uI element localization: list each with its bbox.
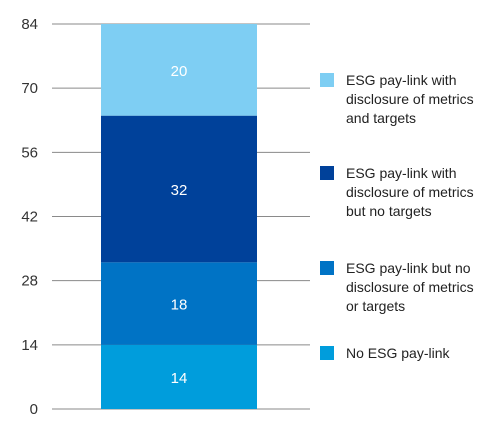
segment-value-labels: 14 18 32 20 xyxy=(171,63,188,387)
legend-swatch xyxy=(320,73,334,87)
legend-item: ESG pay-link with disclosure of metrics … xyxy=(320,71,480,128)
legend-swatch xyxy=(320,261,334,275)
y-tick-label: 70 xyxy=(21,80,38,97)
legend-item: ESG pay-link but no disclosure of metric… xyxy=(320,259,480,316)
segment-value-label: 32 xyxy=(171,182,188,199)
stacked-bar-chart: 0 14 28 42 56 70 84 14 18 32 20 xyxy=(21,16,310,418)
y-tick-label: 0 xyxy=(30,401,38,418)
legend: ESG pay-link with disclosure of metrics … xyxy=(320,0,480,437)
y-tick-label: 28 xyxy=(21,273,38,290)
bar-segments xyxy=(101,24,257,409)
legend-label: ESG pay-link with disclosure of metrics … xyxy=(346,165,474,219)
segment-value-label: 18 xyxy=(171,297,188,314)
bar-segment xyxy=(101,24,257,116)
legend-item: No ESG pay-link xyxy=(320,344,480,363)
y-axis-tick-labels: 0 14 28 42 56 70 84 xyxy=(21,16,38,418)
legend-label: ESG pay-link with disclosure of metrics … xyxy=(346,72,474,126)
bar-segment xyxy=(101,115,257,263)
legend-label: ESG pay-link but no disclosure of metric… xyxy=(346,260,474,314)
segment-value-label: 14 xyxy=(171,370,188,387)
y-tick-label: 56 xyxy=(21,144,38,161)
y-tick-label: 84 xyxy=(21,16,38,33)
legend-item: ESG pay-link with disclosure of metrics … xyxy=(320,164,480,221)
y-tick-label: 14 xyxy=(21,337,38,354)
bar-segment xyxy=(101,262,257,345)
legend-swatch xyxy=(320,166,334,180)
legend-label: No ESG pay-link xyxy=(346,345,450,361)
y-tick-label: 42 xyxy=(21,209,38,226)
legend-swatch xyxy=(320,346,334,360)
segment-value-label: 20 xyxy=(171,63,188,80)
bar-segment xyxy=(101,344,257,409)
